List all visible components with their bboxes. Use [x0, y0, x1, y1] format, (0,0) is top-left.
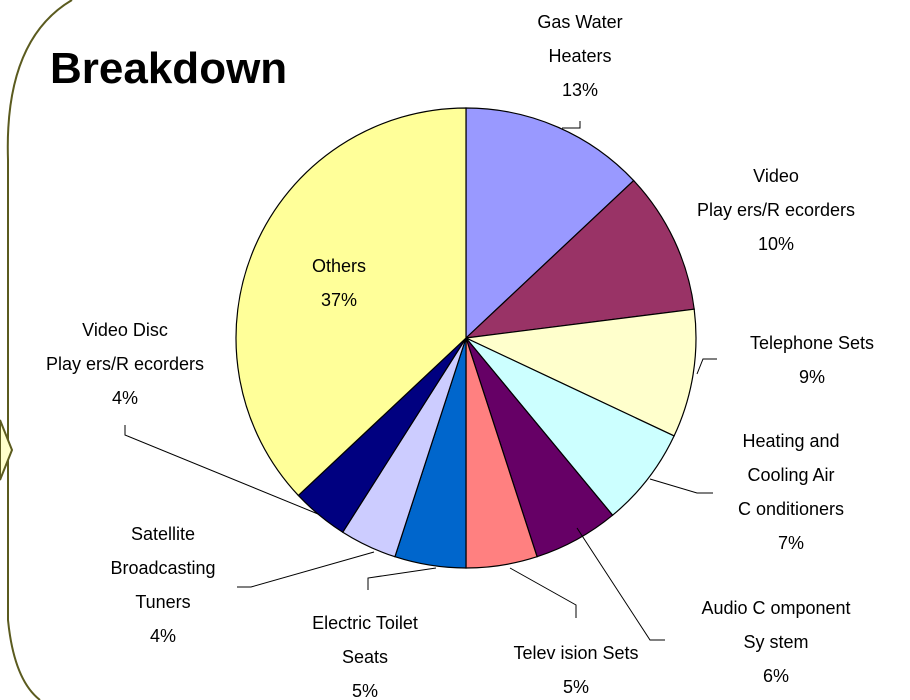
pie-slice: [465, 107, 635, 340]
slice-label-text: Tuners: [135, 592, 190, 612]
leader-line: [649, 478, 713, 494]
slice-percent: 4%: [150, 626, 176, 646]
slice-label-text: Seats: [342, 647, 388, 667]
slice-labels: Gas Water Heaters 13% Video Play ers/R ecord…: [46, 12, 874, 700]
slice-label-text: Electric Toilet: [312, 613, 418, 633]
slice-label: Video Disc Play ers/R ecorders 4%: [46, 320, 204, 408]
slice-label-text: Video Disc: [82, 320, 168, 340]
slice-label-text: Play ers/R ecorders: [697, 200, 855, 220]
leader-line: [576, 527, 665, 641]
slice-label: Heating and Cooling Air C onditioners 7%: [738, 431, 844, 553]
slice-label: Telev ision Sets 5%: [513, 643, 638, 697]
pie-slice: [464, 179, 695, 339]
leader-line: [367, 567, 437, 590]
frame-border: [6, 0, 73, 700]
slice-percent: 4%: [112, 388, 138, 408]
slice-label-text: Telephone Sets: [750, 333, 874, 353]
slice-label: Satellite Broadcasting Tuners 4%: [110, 524, 215, 646]
slice-percent: 13%: [562, 80, 598, 100]
slice-label: Telephone Sets 9%: [750, 333, 874, 387]
slice-label-text: Satellite: [131, 524, 195, 544]
frame-arrow-tab: [0, 419, 14, 481]
slice-percent: 5%: [352, 681, 378, 700]
pie-slice: [235, 107, 467, 497]
slice-label-text: Sy stem: [743, 632, 808, 652]
chart-title: Breakdown: [50, 44, 287, 93]
slice-percent: 10%: [758, 234, 794, 254]
pie-slices: [235, 107, 697, 569]
slice-label: Others 37%: [312, 256, 366, 310]
slice-label-text: Cooling Air: [747, 465, 834, 485]
slice-label-text: Gas Water: [537, 12, 622, 32]
slice-label: Electric Toilet Seats 5%: [312, 613, 418, 700]
leader-line: [124, 425, 319, 515]
slide-frame: [0, 0, 73, 700]
slice-label-text: Heating and: [742, 431, 839, 451]
slice-percent: 7%: [778, 533, 804, 553]
slice-label-text: Broadcasting: [110, 558, 215, 578]
slice-label-text: Play ers/R ecorders: [46, 354, 204, 374]
slice-label-text: Telev ision Sets: [513, 643, 638, 663]
slice-label: Audio C omponent Sy stem 6%: [701, 598, 850, 686]
leader-line: [237, 551, 375, 588]
leader-line: [696, 358, 717, 375]
slice-percent: 37%: [321, 290, 357, 310]
slice-label-text: C onditioners: [738, 499, 844, 519]
leader-lines: [124, 121, 717, 641]
leader-line: [562, 121, 581, 129]
pie-slice: [463, 308, 697, 437]
slice-percent: 9%: [799, 367, 825, 387]
slice-label: Video Play ers/R ecorders 10%: [697, 166, 855, 254]
slice-percent: 5%: [563, 677, 589, 697]
slice-percent: 6%: [763, 666, 789, 686]
leader-line: [509, 567, 577, 618]
slice-label-text: Others: [312, 256, 366, 276]
slice-label-text: Heaters: [548, 46, 611, 66]
slice-label: Gas Water Heaters 13%: [537, 12, 622, 100]
pie-slice: [465, 337, 675, 517]
slice-label-text: Video: [753, 166, 799, 186]
slice-label-text: Audio C omponent: [701, 598, 850, 618]
